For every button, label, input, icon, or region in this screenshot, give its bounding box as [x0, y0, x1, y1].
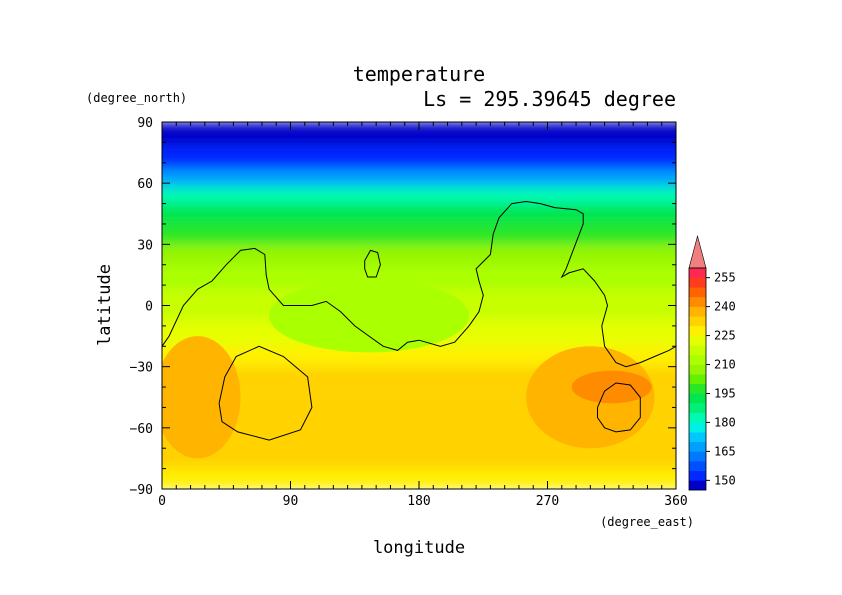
- colorbar-swatch: [689, 461, 706, 471]
- y-tick-label: 30: [137, 238, 153, 253]
- topography-contours: [162, 200, 676, 441]
- temperature-field: [162, 122, 676, 489]
- x-units-label: (degree_east): [600, 515, 694, 529]
- y-tick-label: 90: [137, 116, 153, 131]
- y-tick-label: −30: [130, 361, 153, 376]
- colorbar-tick-label: 165: [714, 444, 736, 458]
- colorbar-swatch: [689, 364, 706, 375]
- contour-crater-left: [218, 345, 313, 441]
- y-tick-label: −90: [130, 483, 153, 498]
- colorbar-swatch: [689, 316, 706, 327]
- y-tick-label: 0: [145, 300, 153, 315]
- colorbar-tick-label: 210: [714, 358, 736, 372]
- x-tick-label: 270: [536, 494, 559, 509]
- colorbar-swatch: [689, 325, 706, 336]
- colorbar-tick-label: 240: [714, 300, 736, 314]
- field-band: [162, 168, 676, 187]
- field-band: [162, 145, 676, 169]
- colorbar-swatch: [689, 451, 706, 462]
- colorbar-tick-label: 150: [714, 473, 736, 487]
- colorbar-swatch: [689, 470, 706, 481]
- colorbar-swatch: [689, 277, 706, 288]
- colorbar-swatch: [689, 393, 706, 404]
- field-band: [162, 186, 676, 204]
- colorbar-swatch: [689, 480, 706, 491]
- x-tick-label: 180: [407, 494, 430, 509]
- x-tick-label: 0: [158, 494, 166, 509]
- colorbar-tick-label: 180: [714, 415, 736, 429]
- colorbar-swatch: [689, 354, 706, 365]
- colorbar: 255 240 225 210 195 180 165 150: [688, 234, 736, 491]
- colorbar-swatch: [689, 296, 706, 307]
- colorbar-swatch: [689, 306, 706, 317]
- colorbar-tick-label: 255: [714, 271, 736, 285]
- colorbar-swatch: [689, 441, 706, 452]
- x-axis-label: longitude: [373, 538, 465, 558]
- colorbar-swatch: [689, 383, 706, 394]
- y-axis-label: latitude: [95, 264, 115, 346]
- contour-crater-small: [364, 249, 381, 278]
- colorbar-swatch: [689, 335, 706, 346]
- axis-ticks: 0 90 180 270 360 90 60 30 0 −30 −60 −90: [130, 116, 688, 509]
- colorbar-extend-arrow: [688, 234, 707, 269]
- y-tick-label: 60: [137, 177, 153, 192]
- colorbar-swatch: [689, 345, 706, 356]
- colorbar-swatch: [689, 403, 706, 414]
- y-tick-label: −60: [130, 422, 153, 437]
- field-anomaly: [162, 336, 241, 459]
- colorbar-swatch: [689, 287, 706, 298]
- colorbar-swatch: [689, 374, 706, 385]
- field-band: [162, 223, 676, 245]
- plot-area: [162, 122, 676, 489]
- contour-crater-right: [597, 382, 641, 433]
- colorbar-frame: [688, 267, 707, 491]
- field-anomaly: [269, 278, 469, 353]
- colorbar-swatch: [689, 412, 706, 423]
- chart-subtitle: Ls = 295.39645 degree: [423, 87, 676, 111]
- colorbar-tick-label: 225: [714, 329, 736, 343]
- x-tick-label: 360: [664, 494, 687, 509]
- chart-title: temperature: [353, 62, 485, 86]
- colorbar-tick-label: 195: [714, 386, 736, 400]
- x-tick-label: 90: [283, 494, 299, 509]
- y-units-label: (degree_north): [86, 91, 187, 105]
- field-anomaly: [571, 370, 652, 404]
- field-band: [162, 203, 676, 224]
- colorbar-swatch: [689, 268, 706, 278]
- field-band: [162, 244, 676, 265]
- colorbar-swatch: [689, 422, 706, 433]
- colorbar-swatch: [689, 432, 706, 443]
- contour-topography: [162, 200, 676, 368]
